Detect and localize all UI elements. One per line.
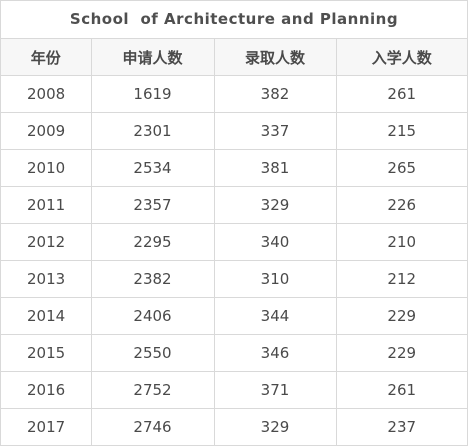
cell-admitted: 381 xyxy=(214,149,337,187)
table-row: 2014 2406 344 229 xyxy=(1,297,467,335)
cell-year: 2014 xyxy=(1,297,92,335)
cell-applicants: 1619 xyxy=(91,75,215,113)
table-row: 2015 2550 346 229 xyxy=(1,334,467,372)
cell-enrolled: 226 xyxy=(336,186,467,224)
cell-enrolled: 265 xyxy=(336,149,467,187)
cell-year: 2009 xyxy=(1,112,92,150)
cell-year: 2008 xyxy=(1,75,92,113)
cell-admitted: 340 xyxy=(214,223,337,261)
header-admitted: 录取人数 xyxy=(214,39,337,76)
cell-year: 2010 xyxy=(1,149,92,187)
cell-year: 2012 xyxy=(1,223,92,261)
table-row: 2011 2357 329 226 xyxy=(1,186,467,224)
cell-admitted: 344 xyxy=(214,297,337,335)
cell-admitted: 346 xyxy=(214,334,337,372)
header-row: 年份 申请人数 录取人数 入学人数 xyxy=(1,39,467,76)
table-row: 2009 2301 337 215 xyxy=(1,112,467,150)
cell-applicants: 2295 xyxy=(91,223,215,261)
admissions-table: 年份 申请人数 录取人数 入学人数 2008 1619 382 261 2009… xyxy=(1,39,467,445)
cell-year: 2013 xyxy=(1,260,92,298)
table-row: 2010 2534 381 265 xyxy=(1,149,467,187)
table-row: 2008 1619 382 261 xyxy=(1,75,467,113)
cell-enrolled: 229 xyxy=(336,297,467,335)
cell-enrolled: 237 xyxy=(387,418,417,436)
header-applicants: 申请人数 xyxy=(91,39,215,76)
cell-year: 2016 xyxy=(1,371,92,409)
table-row: 2012 2295 340 210 xyxy=(1,223,467,261)
cell-admitted: 371 xyxy=(214,371,337,409)
cell-admitted: 382 xyxy=(214,75,337,113)
cell-applicants: 2746 xyxy=(91,408,215,445)
cell-admitted: 337 xyxy=(214,112,337,150)
cell-enrolled: 212 xyxy=(336,260,467,298)
cell-applicants: 2534 xyxy=(91,149,215,187)
cell-year: 2011 xyxy=(1,186,92,224)
cell-enrolled: 229 xyxy=(336,334,467,372)
cell-applicants: 2406 xyxy=(91,297,215,335)
cell-year: 2017 xyxy=(1,408,92,445)
cell-applicants: 2357 xyxy=(91,186,215,224)
header-enrolled: 入学人数 xyxy=(336,39,467,76)
cell-enrolled: 210 xyxy=(336,223,467,261)
cell-enrolled: 261 xyxy=(336,371,467,409)
table-row: 2016 2752 371 261 xyxy=(1,371,467,409)
cell-applicants: 2550 xyxy=(91,334,215,372)
header-year: 年份 xyxy=(1,39,92,76)
cell-admitted: 310 xyxy=(214,260,337,298)
table-row: 2013 2382 310 212 xyxy=(1,260,467,298)
table-title: School of Architecture and Planning xyxy=(1,1,467,39)
cell-year: 2015 xyxy=(1,334,92,372)
cell-applicants: 2301 xyxy=(91,112,215,150)
cell-applicants: 2752 xyxy=(91,371,215,409)
cell-admitted: 329 xyxy=(214,186,337,224)
cell-enrolled: 261 xyxy=(336,75,467,113)
cell-applicants: 2382 xyxy=(91,260,215,298)
table-row: 2017 2746 329 237 xyxy=(1,408,467,445)
cell-enrolled: 215 xyxy=(336,112,467,150)
cell-admitted: 329 xyxy=(214,408,337,445)
